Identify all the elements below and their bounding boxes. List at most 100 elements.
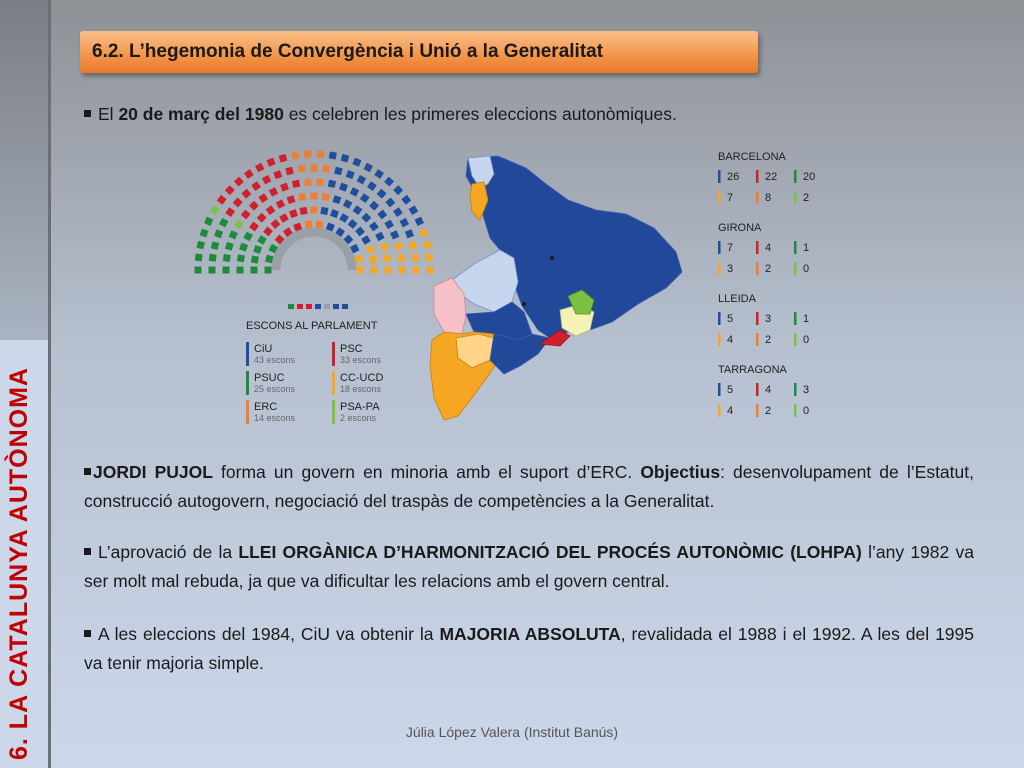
province-seat-value: 3 xyxy=(727,263,733,275)
province-seat-value: 0 xyxy=(803,334,809,346)
bullet-icon xyxy=(84,630,91,637)
parliament-seat xyxy=(398,266,406,274)
parliament-seat xyxy=(298,192,307,201)
province-seat-value: 5 xyxy=(727,313,733,325)
para1-text2: : desenvolupament de l’Estatut, construc… xyxy=(84,462,974,511)
bullet-icon xyxy=(84,110,91,117)
legend-party-name: CiU xyxy=(254,343,272,355)
chapter-title: 6. LA CATALUNYA AUTÒNOMA xyxy=(5,367,33,760)
paragraph-lohpa: L’aprovació de la LLEI ORGÀNICA D’HARMON… xyxy=(84,538,974,596)
parliament-seat xyxy=(254,162,265,173)
parliament-seat xyxy=(397,254,406,262)
parliament-seat xyxy=(425,253,434,262)
value-marker xyxy=(718,170,721,183)
parliament-seat xyxy=(275,199,286,209)
legend-party-name: CC-UCD xyxy=(340,372,383,384)
value-marker xyxy=(718,404,721,417)
parliament-seat xyxy=(330,209,339,219)
parliament-seat xyxy=(204,216,214,226)
parliament-seat xyxy=(361,235,371,245)
paragraph-jordi-pujol: JORDI PUJOL forma un govern en minoria a… xyxy=(84,458,974,516)
parliament-seat xyxy=(265,254,274,264)
value-marker xyxy=(718,191,721,204)
parliament-seat xyxy=(244,169,254,179)
legend-party-name: PSUC xyxy=(254,372,285,384)
parliament-seat xyxy=(297,164,306,173)
province-seat-value: 3 xyxy=(765,313,771,325)
parliament-seat xyxy=(225,207,235,217)
map-region-barcelona-red xyxy=(538,329,571,347)
parliament-seat xyxy=(214,229,224,239)
bullet-text-post: es celebren les primeres eleccions auton… xyxy=(283,104,677,124)
parliament-seat xyxy=(342,199,353,209)
value-marker xyxy=(794,383,797,396)
value-marker xyxy=(756,383,759,396)
province-seat-value: 2 xyxy=(765,405,771,417)
parliament-seat xyxy=(349,187,360,197)
parliament-seat xyxy=(339,213,349,223)
province-seat-value: 7 xyxy=(727,192,733,204)
parliament-seat xyxy=(257,235,267,245)
province-seat-value: 8 xyxy=(765,192,771,204)
value-marker xyxy=(756,191,759,204)
parliament-seat xyxy=(299,206,308,215)
map-city-dot xyxy=(522,302,526,306)
parliament-seat xyxy=(224,185,235,196)
parliament-seat xyxy=(383,254,392,263)
parliament-seat xyxy=(236,266,244,274)
para1-bold1: JORDI PUJOL xyxy=(93,462,213,482)
parliament-seat xyxy=(266,157,276,167)
parliament-seat xyxy=(365,245,375,254)
map-region-pyrenees-light xyxy=(467,155,495,189)
parliament-seat xyxy=(304,178,312,186)
parliament-seat xyxy=(222,266,230,274)
para1-bold2: Objectius xyxy=(640,462,721,482)
presidency-seat xyxy=(324,304,330,309)
parliament-seat xyxy=(369,221,379,232)
legend-party-name: PSA-PA xyxy=(340,401,380,413)
province-block: LLEIDA 5 3 1 4 2 0 xyxy=(718,293,809,346)
parliament-seat xyxy=(408,241,418,250)
parliament-seat xyxy=(370,266,378,274)
parliament-seat xyxy=(264,266,272,274)
parliament-seat xyxy=(393,207,403,217)
parliament-seat xyxy=(339,182,348,192)
bullet-text-pre: El xyxy=(98,104,119,124)
parliament-seat xyxy=(250,266,258,274)
parliament-seat xyxy=(293,222,303,232)
map-region-vall-aran xyxy=(469,181,489,221)
province-seat-value: 4 xyxy=(727,405,733,417)
value-marker xyxy=(794,170,797,183)
parliament-seat xyxy=(279,213,289,223)
parliament-seat xyxy=(385,197,396,208)
province-seat-value: 3 xyxy=(803,384,809,396)
parliament-seat xyxy=(356,266,364,274)
legend-item: PSA-PA2 escons xyxy=(332,400,380,424)
parliament-seat xyxy=(369,200,380,211)
parliament-seat xyxy=(384,266,392,274)
parliament-seat xyxy=(408,205,419,216)
parliament-seat xyxy=(356,174,367,185)
legend-swatch xyxy=(246,371,249,395)
parliament-seat xyxy=(270,219,281,229)
parliament-seat xyxy=(394,241,404,251)
presidency-seat xyxy=(333,304,339,309)
province-name: BARCELONA xyxy=(718,151,787,163)
parliament-seat xyxy=(375,231,385,242)
province-seat-value: 7 xyxy=(727,242,733,254)
value-marker xyxy=(756,262,759,275)
para2-text2: l’any 1982 va ser molt mal rebuda, ja qu… xyxy=(84,542,974,591)
parliament-seat xyxy=(268,243,279,254)
legend-seats: 18 escons xyxy=(340,384,382,394)
presidency-seat xyxy=(315,304,321,309)
parliament-seat xyxy=(347,219,358,229)
parliament-seat xyxy=(426,266,434,274)
value-marker xyxy=(756,241,759,254)
parliament-seat xyxy=(194,253,203,262)
parliament-seat xyxy=(310,192,318,200)
footer-author: Júlia López Valera (Institut Banús) xyxy=(405,724,619,740)
